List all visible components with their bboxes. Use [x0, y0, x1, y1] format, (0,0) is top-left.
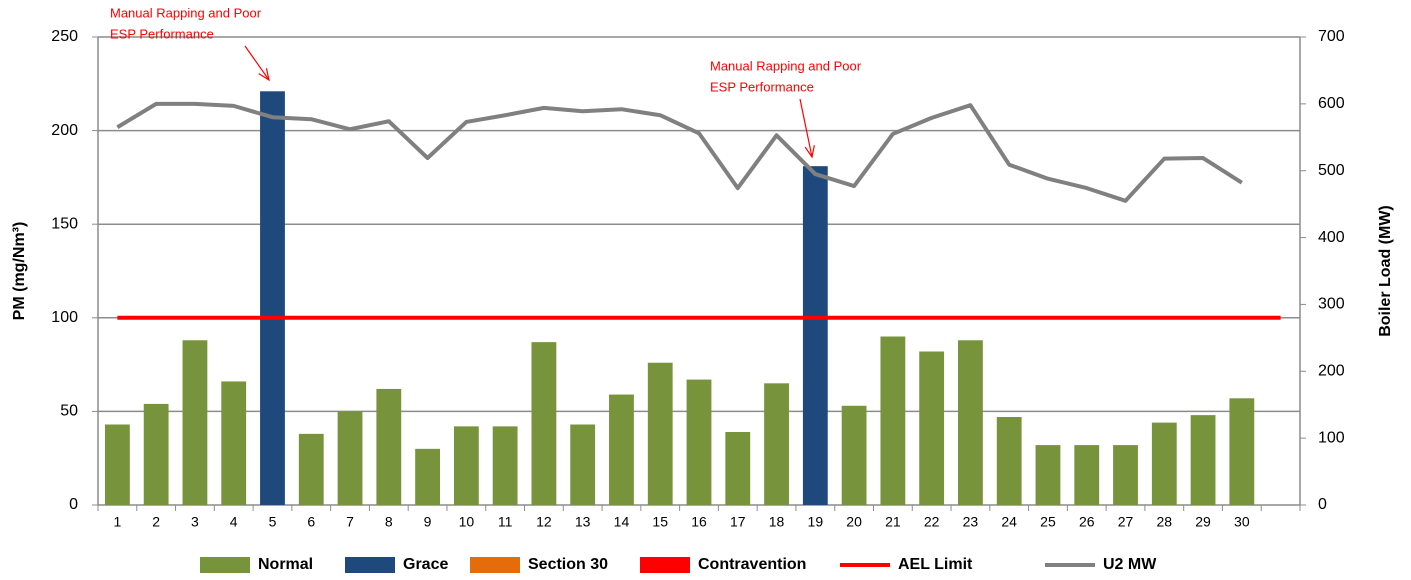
x-tick-label: 24 [1001, 514, 1017, 530]
x-tick-label: 10 [459, 514, 475, 530]
annotation-arrowhead [258, 68, 270, 82]
annotation: Manual Rapping and Poor [110, 5, 262, 20]
bar [919, 351, 945, 505]
legend-label: Contravention [698, 556, 806, 573]
bar [1113, 445, 1138, 505]
x-tick-label: 3 [191, 514, 199, 530]
y2-tick-label: 600 [1318, 95, 1345, 112]
y-axis-label: PM (mg/Nm³) [11, 222, 28, 321]
bar [609, 394, 634, 505]
legend-label: Grace [403, 556, 448, 573]
x-tick-label: 23 [963, 514, 979, 530]
x-tick-label: 13 [575, 514, 591, 530]
bar [1035, 445, 1061, 505]
x-tick-label: 2 [152, 514, 160, 530]
bar [260, 91, 285, 506]
x-tick-label: 17 [730, 514, 746, 530]
x-tick-label: 8 [385, 514, 393, 530]
legend-label: Section 30 [528, 556, 608, 573]
bar [996, 417, 1022, 505]
legend-swatch [200, 557, 250, 573]
x-tick-label: 1 [113, 514, 121, 530]
bar [221, 381, 247, 505]
bar [1190, 415, 1216, 505]
annotation: ESP Performance [710, 79, 814, 94]
y-tick-label: 200 [51, 122, 78, 139]
y2-tick-label: 400 [1318, 229, 1345, 246]
x-tick-label: 11 [498, 514, 513, 530]
x-tick-label: 20 [846, 514, 862, 530]
x-tick-label: 22 [924, 514, 940, 530]
x-tick-label: 25 [1040, 514, 1056, 530]
bar [531, 342, 557, 505]
annotation-arrowhead [804, 145, 815, 159]
x-tick-label: 14 [614, 514, 630, 530]
bar [337, 411, 363, 505]
legend-swatch [470, 557, 520, 573]
x-tick-label: 9 [424, 514, 432, 530]
annotation-arrow [244, 45, 270, 81]
y2-tick-label: 200 [1318, 363, 1345, 380]
x-tick-label: 19 [808, 514, 824, 530]
bar [802, 166, 828, 505]
y2-tick-label: 300 [1318, 296, 1345, 313]
bar [647, 362, 673, 505]
x-tick-label: 16 [691, 514, 707, 530]
x-tick-label: 27 [1118, 514, 1134, 530]
annotation-arrow [799, 98, 813, 158]
bar [570, 424, 596, 505]
x-tick-label: 30 [1234, 514, 1250, 530]
bar [686, 379, 712, 505]
x-tick-label: 28 [1157, 514, 1173, 530]
bar [376, 388, 402, 505]
bar [841, 405, 867, 505]
bar [104, 424, 130, 505]
x-tick-label: 18 [769, 514, 785, 530]
y2-axis-label: Boiler Load (MW) [1377, 205, 1394, 337]
bar [143, 403, 169, 505]
bar [880, 336, 906, 505]
y-tick-label: 250 [51, 28, 78, 45]
y2-tick-label: 0 [1318, 496, 1327, 513]
x-tick-label: 26 [1079, 514, 1095, 530]
legend-label: U2 MW [1103, 556, 1157, 573]
x-tick-label: 29 [1195, 514, 1211, 530]
y2-tick-label: 500 [1318, 162, 1345, 179]
bar [492, 426, 518, 505]
x-tick-label: 7 [346, 514, 354, 530]
bar [298, 433, 324, 505]
bar [415, 448, 440, 505]
legend-label: Normal [258, 556, 313, 573]
x-tick-label: 15 [652, 514, 668, 530]
legend-label: AEL Limit [898, 556, 973, 573]
legend-swatch [345, 557, 395, 573]
line [116, 101, 1243, 203]
y-tick-label: 0 [69, 496, 78, 513]
annotation: Manual Rapping and Poor [710, 58, 862, 73]
legend-swatch [640, 557, 690, 573]
x-tick-label: 6 [307, 514, 315, 530]
x-tick-label: 4 [230, 514, 238, 530]
bar [1229, 398, 1255, 505]
y2-tick-label: 700 [1318, 28, 1345, 45]
bar [453, 426, 479, 505]
x-tick-label: 21 [885, 514, 901, 530]
bar [764, 383, 789, 505]
bar [1151, 422, 1177, 505]
annotation: ESP Performance [110, 26, 214, 41]
y2-tick-label: 100 [1318, 429, 1345, 446]
y-tick-label: 100 [51, 309, 78, 326]
x-tick-label: 12 [536, 514, 552, 530]
y-tick-label: 150 [51, 215, 78, 232]
x-tick-label: 5 [269, 514, 277, 530]
bar [1074, 445, 1100, 505]
y-tick-label: 50 [60, 403, 78, 420]
bar [958, 340, 983, 505]
bar [182, 340, 208, 505]
bar [725, 431, 751, 505]
